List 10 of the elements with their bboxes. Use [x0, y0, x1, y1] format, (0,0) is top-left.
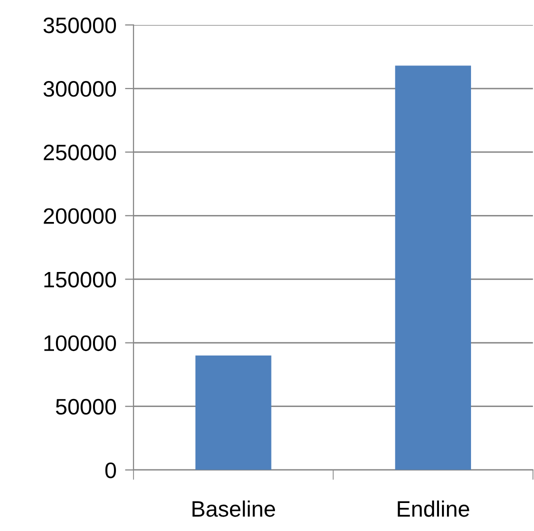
y-tick-label: 300000: [44, 81, 116, 97]
y-tick-label: 0: [105, 462, 116, 478]
y-tick-label: 50000: [56, 398, 116, 415]
x-tick-label: Baseline: [192, 500, 275, 517]
y-tick-label: 100000: [44, 335, 116, 352]
y-tick-label: 150000: [44, 272, 116, 288]
x-tick-label: Endline: [398, 500, 470, 517]
y-tick-label: 350000: [44, 17, 116, 34]
y-tick-label: 250000: [44, 144, 116, 160]
y-tick-label: 200000: [44, 208, 116, 224]
